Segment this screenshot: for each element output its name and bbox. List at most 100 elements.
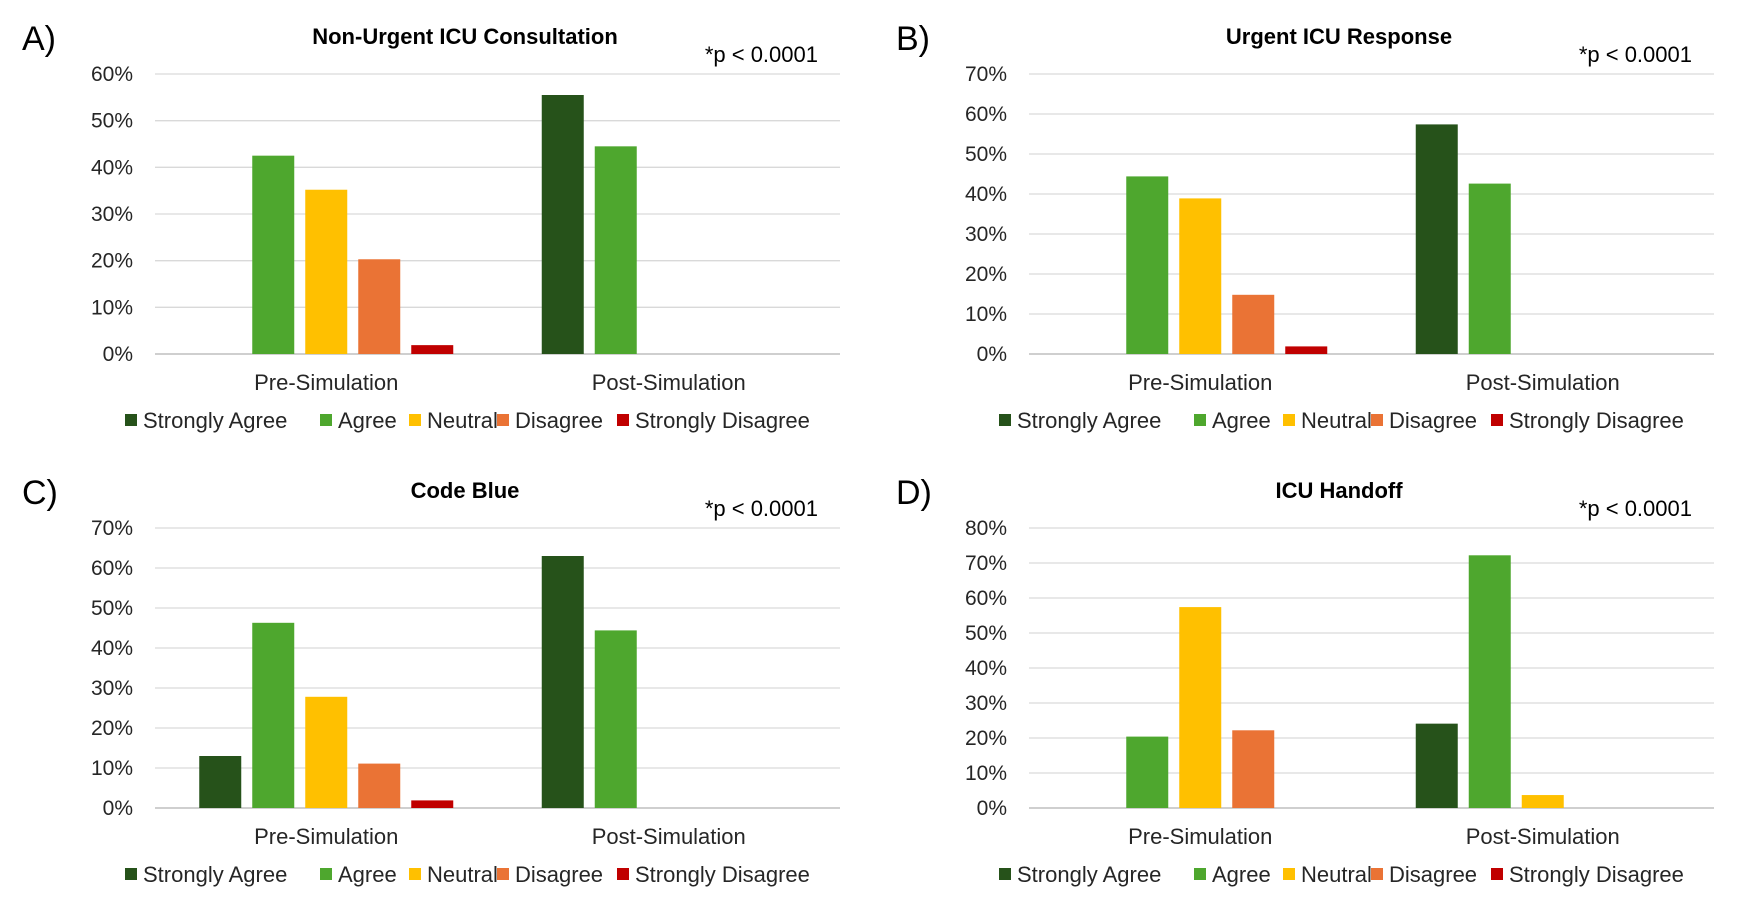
panel-label-a: A) [22, 20, 56, 58]
panel-label-d: D) [896, 474, 932, 512]
y-tick-a-4: 40% [91, 156, 133, 179]
legend-swatch-b-1 [1194, 414, 1206, 426]
bar-c-0-0 [199, 756, 242, 808]
legend-label-c-0: Strongly Agree [143, 862, 287, 887]
category-label-b-1: Post-Simulation [1466, 370, 1620, 395]
bar-a-1-0 [541, 95, 584, 354]
bar-d-0-3 [1232, 730, 1275, 808]
panel-label-b: B) [896, 20, 930, 58]
legend-label-a-2: Neutral [427, 408, 498, 433]
y-tick-d-1: 10% [965, 762, 1007, 785]
y-tick-c-7: 70% [91, 517, 133, 540]
legend-label-c-2: Neutral [427, 862, 498, 887]
bar-d-1-0 [1415, 723, 1458, 808]
y-tick-d-8: 80% [965, 517, 1007, 540]
category-label-b-0: Pre-Simulation [1128, 370, 1272, 395]
legend-swatch-c-2 [409, 868, 421, 880]
y-tick-d-2: 20% [965, 727, 1007, 750]
y-tick-b-1: 10% [965, 303, 1007, 326]
y-tick-a-5: 50% [91, 110, 133, 133]
chart-b-svg: B) Urgent ICU Response *p < 0.0001 0% 10% 20%… [896, 20, 1714, 433]
bar-a-0-2 [305, 189, 348, 354]
bar-b-0-4 [1285, 346, 1328, 354]
y-tick-a-0: 0% [103, 343, 133, 366]
chart-a-svg: A) Non-Urgent ICU Consultation *p < 0.0001… [22, 20, 840, 433]
legend-label-a-3: Disagree [515, 408, 603, 433]
legend-label-b-2: Neutral [1301, 408, 1372, 433]
legend-label-c-3: Disagree [515, 862, 603, 887]
legend-label-a-4: Strongly Disagree [635, 408, 810, 433]
bar-a-0-3 [358, 259, 401, 354]
legend-swatch-c-4 [617, 868, 629, 880]
y-tick-d-7: 70% [965, 552, 1007, 575]
legend-swatch-d-3 [1371, 868, 1383, 880]
legend-label-c-4: Strongly Disagree [635, 862, 810, 887]
panel-label-c: C) [22, 474, 58, 512]
y-tick-a-2: 20% [91, 250, 133, 273]
legend-label-c-1: Agree [338, 862, 397, 887]
y-tick-b-3: 30% [965, 223, 1007, 246]
legend-label-b-3: Disagree [1389, 408, 1477, 433]
y-tick-c-0: 0% [103, 797, 133, 820]
legend-label-d-1: Agree [1212, 862, 1271, 887]
y-tick-b-2: 20% [965, 263, 1007, 286]
chart-title-c: Code Blue [411, 478, 520, 503]
legend-swatch-a-2 [409, 414, 421, 426]
bar-d-0-1 [1126, 736, 1169, 808]
bar-c-0-1 [252, 622, 295, 808]
legend-swatch-d-0 [999, 868, 1011, 880]
y-tick-c-1: 10% [91, 757, 133, 780]
y-tick-c-2: 20% [91, 717, 133, 740]
y-tick-b-0: 0% [977, 343, 1007, 366]
y-tick-a-6: 60% [91, 63, 133, 86]
y-tick-c-4: 40% [91, 637, 133, 660]
p-value-b: *p < 0.0001 [1579, 42, 1692, 67]
y-tick-c-5: 50% [91, 597, 133, 620]
y-tick-a-1: 10% [91, 296, 133, 319]
legend-swatch-a-3 [497, 414, 509, 426]
legend-swatch-b-0 [999, 414, 1011, 426]
bar-b-1-0 [1415, 124, 1458, 355]
y-tick-a-3: 30% [91, 203, 133, 226]
legend-label-b-1: Agree [1212, 408, 1271, 433]
legend-swatch-a-1 [320, 414, 332, 426]
category-label-c-1: Post-Simulation [592, 824, 746, 849]
legend-label-d-3: Disagree [1389, 862, 1477, 887]
legend-swatch-b-4 [1491, 414, 1503, 426]
category-label-a-1: Post-Simulation [592, 370, 746, 395]
legend-swatch-c-3 [497, 868, 509, 880]
bar-c-1-0 [541, 556, 584, 808]
category-label-d-1: Post-Simulation [1466, 824, 1620, 849]
legend-label-b-0: Strongly Agree [1017, 408, 1161, 433]
y-tick-c-6: 60% [91, 557, 133, 580]
chart-title-b: Urgent ICU Response [1226, 24, 1452, 49]
panel-a: A) Non-Urgent ICU Consultation *p < 0.0001… [0, 0, 874, 454]
bar-c-0-2 [305, 696, 348, 808]
chart-title-d: ICU Handoff [1275, 478, 1403, 503]
y-tick-b-7: 70% [965, 63, 1007, 86]
category-label-d-0: Pre-Simulation [1128, 824, 1272, 849]
bar-b-0-2 [1179, 198, 1222, 354]
bar-b-0-1 [1126, 176, 1169, 354]
legend-swatch-c-1 [320, 868, 332, 880]
legend-swatch-d-2 [1283, 868, 1295, 880]
bar-c-0-3 [358, 763, 401, 808]
chart-title-a: Non-Urgent ICU Consultation [312, 24, 618, 49]
p-value-a: *p < 0.0001 [705, 42, 818, 67]
y-tick-d-5: 50% [965, 622, 1007, 645]
y-tick-d-6: 60% [965, 587, 1007, 610]
bar-b-0-3 [1232, 294, 1275, 354]
bar-b-1-1 [1468, 183, 1511, 354]
bar-a-0-4 [411, 345, 454, 354]
panel-b: B) Urgent ICU Response *p < 0.0001 0% 10% 20%… [874, 0, 1748, 454]
bar-c-1-1 [594, 630, 637, 808]
legend-swatch-d-4 [1491, 868, 1503, 880]
legend-swatch-a-4 [617, 414, 629, 426]
bar-d-1-2 [1521, 795, 1564, 808]
legend-label-b-4: Strongly Disagree [1509, 408, 1684, 433]
y-tick-b-5: 50% [965, 143, 1007, 166]
legend-label-d-4: Strongly Disagree [1509, 862, 1684, 887]
bar-a-0-1 [252, 155, 295, 354]
panel-d: D) ICU Handoff *p < 0.0001 0% 10% 20% 30% 40% 50… [874, 454, 1748, 908]
